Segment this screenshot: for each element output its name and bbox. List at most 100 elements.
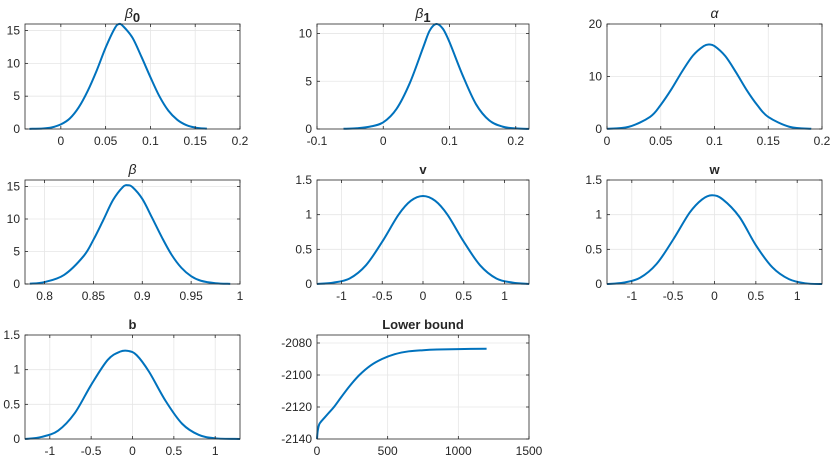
y-tick-label: 15: [7, 24, 21, 38]
x-tick-label: 0.85: [82, 289, 106, 303]
x-tick-label: 0.15: [757, 134, 781, 148]
x-tick-label: 0.2: [232, 134, 249, 148]
x-tick-label: 1: [237, 289, 244, 303]
chart-title: w: [708, 162, 720, 177]
y-tick-label: 0: [595, 122, 602, 136]
y-tick-label: 5: [305, 74, 312, 88]
x-tick-label: 0: [129, 444, 136, 458]
x-tick-label: 0.1: [142, 134, 159, 148]
y-tick-label: 10: [299, 27, 313, 41]
y-tick-label: -2100: [281, 368, 312, 382]
x-tick-label: 0: [57, 134, 64, 148]
chart-title: b: [129, 317, 137, 332]
y-tick-label: 5: [13, 89, 20, 103]
chart-title-subscript: 1: [423, 10, 430, 25]
chart-title: β1: [414, 5, 430, 25]
chart-title-text: β: [124, 5, 133, 21]
x-tick-label: 1: [794, 289, 801, 303]
x-tick-label: -0.1: [307, 134, 328, 148]
y-tick-label: 10: [7, 212, 21, 226]
chart-title: α: [711, 5, 720, 21]
chart-title-text: b: [129, 317, 137, 332]
x-tick-label: 1500: [516, 444, 543, 458]
chart-title-text: Lower bound: [382, 317, 464, 332]
chart-title-text: α: [711, 5, 720, 21]
y-tick-label: -2140: [281, 432, 312, 446]
x-tick-label: 0: [380, 134, 387, 148]
series-line: [29, 184, 231, 285]
x-tick-label: -1: [336, 289, 347, 303]
chart-title-subscript: 0: [133, 10, 140, 25]
y-tick-label: 0: [305, 122, 312, 136]
x-tick-label: 1: [212, 444, 219, 458]
axes-box: [316, 334, 530, 440]
series-line: [24, 349, 241, 440]
x-tick-label: -0.5: [81, 444, 102, 458]
x-tick-label: 0.8: [36, 289, 53, 303]
y-tick-label: 0: [13, 122, 20, 136]
chart-title: v: [419, 162, 427, 177]
x-tick-label: 0: [420, 289, 427, 303]
x-tick-label: -1: [44, 444, 55, 458]
subplot-3: 0 0.05 0.1 0.15 0.2 0 10 20 α: [589, 5, 830, 148]
x-tick-label: 500: [378, 444, 398, 458]
chart-title: Lower bound: [382, 317, 464, 332]
chart-title-text: β: [414, 5, 423, 21]
y-tick-label: 0: [13, 277, 20, 291]
x-tick-label: 0: [604, 134, 611, 148]
y-tick-label: 0.5: [3, 397, 20, 411]
y-tick-label: 1: [13, 363, 20, 377]
plot-area: [317, 24, 529, 129]
series-line: [606, 194, 823, 285]
y-tick-label: 5: [13, 245, 20, 259]
y-tick-label: 0: [13, 432, 20, 446]
x-tick-label: -0.5: [663, 289, 684, 303]
y-tick-label: -2120: [281, 400, 312, 414]
axes-box: [316, 23, 530, 130]
plot-area: [317, 335, 529, 439]
subplot-7: -1 -0.5 0 0.5 1 0 0.5 1 1.5 b: [3, 317, 241, 458]
x-tick-label: -1: [626, 289, 637, 303]
x-tick-label: 0.9: [134, 289, 151, 303]
x-tick-label: 0.95: [179, 289, 203, 303]
y-tick-label: 20: [589, 17, 603, 31]
x-tick-label: 0.2: [507, 134, 524, 148]
subplot-6: -1 -0.5 0 0.5 1 0 0.5 1 1.5 w: [585, 162, 823, 303]
y-tick-label: 10: [7, 56, 21, 70]
plot-area: [25, 180, 240, 284]
y-tick-label: 1.5: [585, 173, 602, 187]
y-tick-label: 0: [595, 277, 602, 291]
y-tick-label: 1.5: [3, 328, 20, 342]
x-tick-label: 0: [314, 444, 321, 458]
subplot-8: 0 500 1000 1500 -2140 -2120 -2100 -2080 Lower bo…: [281, 317, 542, 458]
y-tick-label: 1: [305, 208, 312, 222]
chart-title-text: w: [708, 162, 720, 177]
series-line: [316, 347, 487, 440]
chart-title-text: v: [419, 162, 427, 177]
y-tick-label: 0.5: [585, 242, 602, 256]
x-tick-label: 0.05: [649, 134, 673, 148]
x-tick-label: 0.05: [94, 134, 118, 148]
x-tick-label: -0.5: [372, 289, 393, 303]
x-tick-label: 1: [501, 289, 508, 303]
x-tick-label: 0.2: [814, 134, 830, 148]
y-tick-label: -2080: [281, 336, 312, 350]
axes-box: [24, 179, 241, 285]
chart-title: β: [128, 161, 137, 177]
chart-title-text: β: [128, 161, 137, 177]
series-line: [316, 194, 530, 285]
axes-box: [24, 23, 241, 130]
x-tick-label: 0.1: [706, 134, 723, 148]
subplot-5: -1 -0.5 0 0.5 1 0 0.5 1 1.5 v: [295, 162, 530, 303]
x-tick-label: 0.1: [441, 134, 458, 148]
x-tick-label: 1000: [445, 444, 472, 458]
x-tick-label: 0: [711, 289, 718, 303]
x-tick-label: 0.5: [166, 444, 183, 458]
x-tick-label: 0.5: [455, 289, 472, 303]
chart-title: β0: [124, 5, 140, 25]
y-tick-label: 1: [595, 208, 602, 222]
